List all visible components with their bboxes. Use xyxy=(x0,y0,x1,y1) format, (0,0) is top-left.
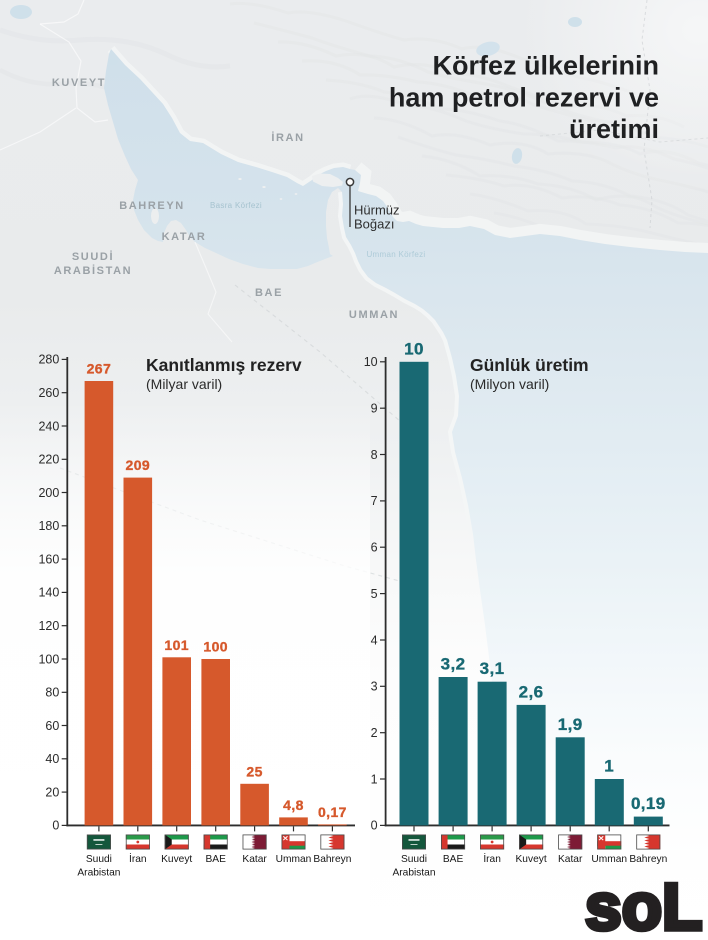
svg-text:80: 80 xyxy=(45,686,59,700)
svg-text:BAE: BAE xyxy=(443,854,464,865)
svg-text:İRAN: İRAN xyxy=(271,131,304,144)
svg-text:Arabistan: Arabistan xyxy=(77,868,120,879)
svg-text:0,17: 0,17 xyxy=(318,804,347,820)
svg-text:Suudi: Suudi xyxy=(86,854,112,865)
svg-text:Boğazı: Boğazı xyxy=(354,217,394,232)
svg-text:140: 140 xyxy=(38,586,59,600)
svg-text:10: 10 xyxy=(404,339,424,358)
svg-text:1: 1 xyxy=(371,772,378,786)
svg-text:101: 101 xyxy=(164,637,189,653)
svg-text:Bahreyn: Bahreyn xyxy=(629,854,667,865)
svg-text:3: 3 xyxy=(371,680,378,694)
svg-text:9: 9 xyxy=(371,402,378,416)
svg-text:Umman Körfezi: Umman Körfezi xyxy=(366,250,425,259)
svg-text:üretimi: üretimi xyxy=(569,114,659,144)
svg-text:Katar: Katar xyxy=(242,854,267,865)
svg-text:20: 20 xyxy=(45,785,59,799)
svg-text:SUUDİ: SUUDİ xyxy=(72,250,114,263)
svg-text:0: 0 xyxy=(371,819,378,833)
svg-text:UMMAN: UMMAN xyxy=(349,309,399,321)
svg-text:4,8: 4,8 xyxy=(283,797,304,813)
svg-text:Bahreyn: Bahreyn xyxy=(313,854,351,865)
svg-text:2,6: 2,6 xyxy=(519,682,544,701)
svg-text:BAE: BAE xyxy=(206,854,227,865)
svg-text:ARABİSTAN: ARABİSTAN xyxy=(54,264,132,277)
svg-text:209: 209 xyxy=(126,457,151,473)
svg-text:200: 200 xyxy=(38,486,59,500)
svg-text:40: 40 xyxy=(45,752,59,766)
svg-text:Kuveyt: Kuveyt xyxy=(516,854,547,865)
svg-text:120: 120 xyxy=(38,619,59,633)
svg-text:100: 100 xyxy=(38,652,59,666)
svg-text:180: 180 xyxy=(38,519,59,533)
svg-text:8: 8 xyxy=(371,448,378,462)
svg-text:Katar: Katar xyxy=(558,854,583,865)
svg-text:1: 1 xyxy=(604,757,614,776)
svg-text:1,9: 1,9 xyxy=(558,715,583,734)
svg-text:3,2: 3,2 xyxy=(441,655,466,674)
svg-text:267: 267 xyxy=(87,361,112,377)
svg-text:100: 100 xyxy=(203,639,228,655)
svg-text:(Milyar varil): (Milyar varil) xyxy=(146,376,222,392)
svg-text:KUVEYT: KUVEYT xyxy=(52,77,106,89)
svg-text:BAE: BAE xyxy=(255,287,283,299)
svg-text:160: 160 xyxy=(38,552,59,566)
svg-text:soL: soL xyxy=(585,870,702,940)
svg-text:İran: İran xyxy=(483,852,501,865)
svg-text:Umman: Umman xyxy=(591,854,627,865)
svg-text:Kuveyt: Kuveyt xyxy=(161,854,192,865)
svg-text:0,19: 0,19 xyxy=(631,794,666,813)
svg-text:7: 7 xyxy=(371,494,378,508)
svg-text:240: 240 xyxy=(38,419,59,433)
svg-text:Körfez ülkelerinin: Körfez ülkelerinin xyxy=(432,51,659,81)
svg-text:3,1: 3,1 xyxy=(480,659,505,678)
svg-text:KATAR: KATAR xyxy=(162,231,207,243)
svg-text:Umman: Umman xyxy=(276,854,312,865)
svg-text:İran: İran xyxy=(129,852,147,865)
svg-text:10: 10 xyxy=(364,355,378,369)
svg-text:220: 220 xyxy=(38,453,59,467)
svg-text:4: 4 xyxy=(371,633,378,647)
svg-text:Hürmüz: Hürmüz xyxy=(354,203,400,218)
svg-text:Basra Körfezi: Basra Körfezi xyxy=(210,201,262,210)
svg-text:Kanıtlanmış rezerv: Kanıtlanmış rezerv xyxy=(146,355,302,375)
svg-text:280: 280 xyxy=(38,353,59,367)
svg-text:Suudi: Suudi xyxy=(401,854,427,865)
svg-text:(Milyon varil): (Milyon varil) xyxy=(470,376,549,392)
svg-text:5: 5 xyxy=(371,587,378,601)
svg-text:2: 2 xyxy=(371,726,378,740)
svg-text:0: 0 xyxy=(52,819,59,833)
svg-text:BAHREYN: BAHREYN xyxy=(119,200,185,212)
svg-text:25: 25 xyxy=(246,763,262,779)
svg-text:260: 260 xyxy=(38,386,59,400)
svg-text:6: 6 xyxy=(371,541,378,555)
svg-text:60: 60 xyxy=(45,719,59,733)
svg-text:ham petrol rezervi ve: ham petrol rezervi ve xyxy=(389,83,659,113)
svg-text:Günlük üretim: Günlük üretim xyxy=(470,355,589,375)
svg-text:Arabistan: Arabistan xyxy=(392,868,435,879)
